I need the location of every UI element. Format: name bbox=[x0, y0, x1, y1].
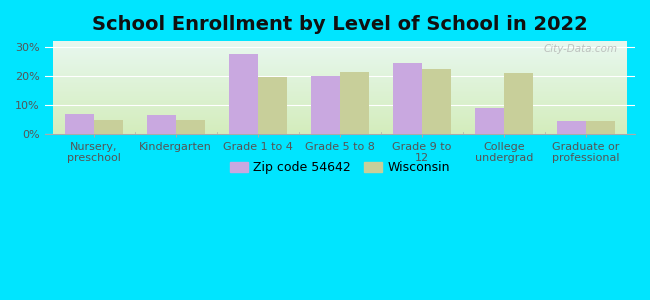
Title: School Enrollment by Level of School in 2022: School Enrollment by Level of School in … bbox=[92, 15, 588, 34]
Bar bbox=[586, 121, 614, 134]
Text: City-Data.com: City-Data.com bbox=[543, 44, 618, 54]
Legend: Zip code 54642, Wisconsin: Zip code 54642, Wisconsin bbox=[225, 156, 455, 179]
Bar bbox=[94, 120, 122, 134]
Bar bbox=[311, 76, 340, 134]
Bar bbox=[258, 77, 287, 134]
Bar bbox=[475, 108, 504, 134]
Bar bbox=[229, 54, 258, 134]
Bar bbox=[422, 69, 450, 134]
Bar bbox=[147, 115, 176, 134]
Bar bbox=[176, 120, 205, 134]
Bar bbox=[557, 121, 586, 134]
Bar bbox=[340, 72, 369, 134]
Bar bbox=[393, 63, 422, 134]
Bar bbox=[65, 114, 94, 134]
Bar bbox=[504, 73, 532, 134]
